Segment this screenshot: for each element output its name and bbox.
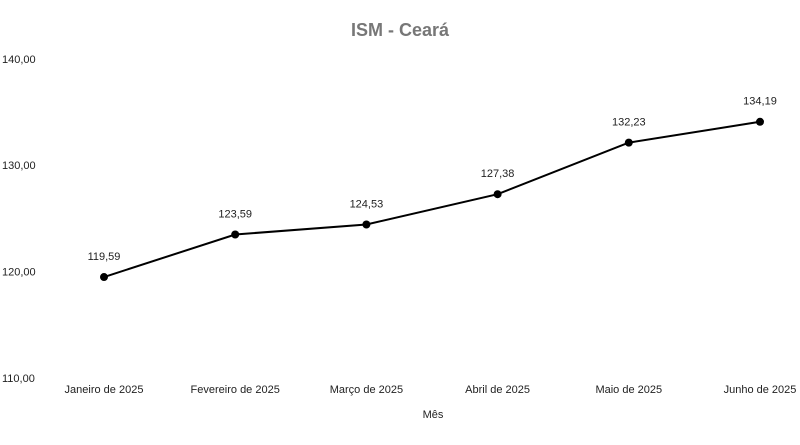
data-label: 134,19 (743, 96, 777, 108)
data-label: 123,59 (218, 208, 252, 220)
x-tick-label: Junho de 2025 (724, 384, 797, 396)
data-point (493, 190, 502, 199)
data-point (624, 138, 633, 147)
data-point (362, 220, 371, 229)
data-label: 132,23 (612, 117, 646, 129)
x-tick-label: Março de 2025 (330, 384, 403, 396)
data-point (756, 117, 764, 126)
x-tick-label: Fevereiro de 2025 (191, 384, 280, 396)
data-label: 127,38 (481, 168, 515, 180)
data-line (103, 120, 761, 278)
x-axis-title: Mês (423, 409, 444, 421)
y-tick-label: 140,00 (2, 54, 36, 66)
y-tick-label: 130,00 (2, 160, 36, 172)
data-point (231, 230, 240, 239)
y-tick-label: 120,00 (2, 267, 36, 279)
x-tick-label: Janeiro de 2025 (65, 384, 144, 396)
x-tick-label: Abril de 2025 (465, 384, 530, 396)
data-label: 119,59 (88, 251, 121, 263)
y-tick-label: 110,00 (2, 373, 35, 385)
x-tick-label: Maio de 2025 (595, 384, 662, 396)
data-point (100, 273, 108, 282)
chart-title: ISM - Ceará (351, 20, 450, 40)
data-label: 124,53 (350, 198, 384, 210)
